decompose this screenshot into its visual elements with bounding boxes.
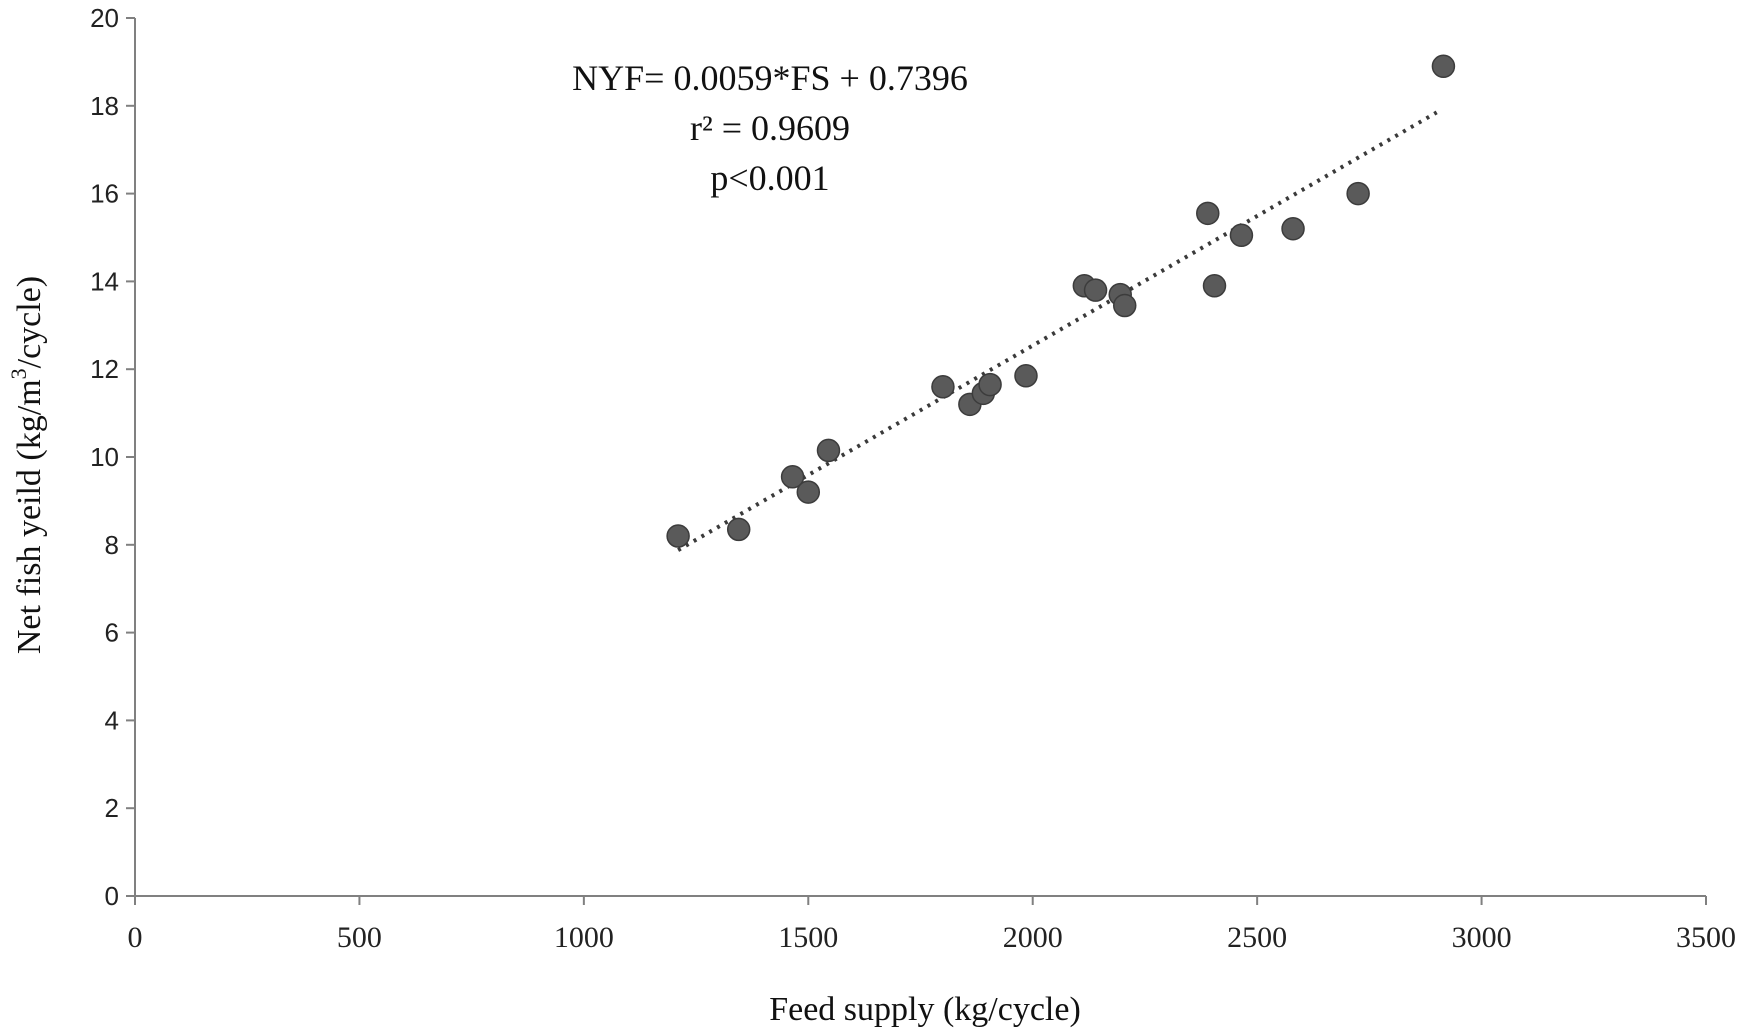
y-tick-label: 0	[105, 881, 119, 911]
regression-equation: NYF= 0.0059*FS + 0.7396	[572, 58, 968, 98]
data-point	[726, 517, 751, 542]
data-point	[816, 438, 841, 463]
x-axis-title: Feed supply (kg/cycle)	[769, 991, 1081, 1028]
data-point	[1014, 364, 1038, 388]
y-axis-ticks: 0 2 4 6 8 10 12 14 16 18 20	[90, 3, 135, 911]
x-tick-label: 0	[128, 921, 143, 954]
x-tick-label: 2000	[1003, 921, 1063, 954]
x-tick-label: 1000	[554, 921, 614, 954]
data-point	[1346, 181, 1370, 206]
y-axis-title-superscript: 3	[6, 368, 31, 379]
data-point	[931, 375, 955, 399]
y-axis-title-end: /cycle)	[11, 276, 48, 369]
data-point	[796, 480, 821, 504]
trendline	[677, 110, 1438, 552]
p-value-label: p<0.001	[710, 158, 829, 198]
data-point	[1112, 293, 1137, 318]
y-tick-label: 14	[90, 266, 119, 296]
data-point	[1431, 54, 1456, 79]
y-tick-label: 12	[90, 354, 119, 384]
data-point	[1202, 274, 1227, 298]
x-tick-label: 3500	[1676, 921, 1736, 954]
y-tick-label: 4	[105, 705, 119, 735]
y-tick-label: 20	[90, 3, 119, 33]
y-tick-label: 2	[105, 793, 119, 823]
y-tick-label: 18	[90, 91, 119, 121]
data-points	[666, 54, 1456, 548]
data-point	[666, 524, 690, 548]
data-point	[780, 465, 805, 489]
data-point	[978, 372, 1002, 397]
data-point	[1229, 223, 1254, 248]
x-tick-label: 2500	[1227, 921, 1287, 954]
y-axis-title: Net fish yeild (kg/m3/cycle)	[6, 276, 48, 654]
x-axis-ticks: 0 500 1000 1500 2000 2500 3000 3500	[128, 896, 1736, 954]
x-tick-label: 500	[337, 921, 382, 954]
y-tick-label: 10	[90, 442, 119, 472]
y-axis-title-main: Net fish yeild (kg/m	[11, 379, 48, 654]
y-tick-label: 8	[105, 530, 119, 560]
data-point	[1196, 201, 1220, 226]
y-tick-label: 16	[90, 179, 119, 209]
x-tick-label: 3000	[1452, 921, 1512, 954]
r-squared-label: r² = 0.9609	[690, 108, 850, 148]
data-point	[1083, 278, 1108, 302]
data-point	[1281, 216, 1305, 241]
y-tick-label: 6	[105, 618, 119, 648]
x-tick-label: 1500	[778, 921, 838, 954]
